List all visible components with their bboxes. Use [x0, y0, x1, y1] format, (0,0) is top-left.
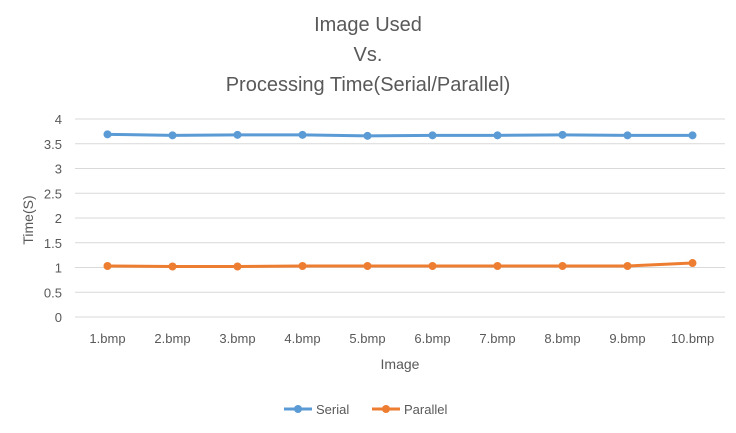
y-tick-label: 2.5 [44, 186, 62, 201]
legend-marker-serial [294, 405, 302, 413]
chart-title-line-3: Processing Time(Serial/Parallel) [225, 74, 511, 96]
series-line-parallel [106, 261, 694, 269]
y-tick-labels: 0 0.5 1 1.5 2 2.5 3 3.5 4 [44, 112, 62, 325]
x-tick-label: 7.bmp [479, 331, 515, 346]
legend-label-parallel: Parallel [404, 402, 447, 417]
data-point-serial [623, 131, 632, 140]
y-tick-label: 1 [55, 261, 62, 276]
y-tick-label: 1.5 [44, 236, 62, 251]
x-tick-label: 8.bmp [544, 331, 580, 346]
data-point-parallel [103, 262, 112, 271]
data-point-serial [233, 130, 242, 139]
x-tick-labels: 1.bmp 2.bmp 3.bmp 4.bmp 5.bmp 6.bmp 7.bmp 8.bmp… [89, 331, 714, 346]
data-point-serial [168, 131, 177, 140]
data-point-serial [298, 130, 307, 139]
chart-title-line-2: Vs. [353, 44, 383, 66]
legend: Serial Parallel [284, 402, 447, 417]
x-tick-label: 2.bmp [154, 331, 190, 346]
y-tick-label: 2 [55, 211, 62, 226]
x-tick-label: 3.bmp [219, 331, 255, 346]
data-point-serial [363, 131, 372, 140]
y-axis-title: Time(S) [20, 195, 36, 244]
data-point-parallel [688, 259, 697, 268]
x-axis-title: Image [381, 356, 420, 372]
data-point-parallel [623, 262, 632, 271]
x-tick-label: 9.bmp [609, 331, 645, 346]
series-group [103, 130, 697, 271]
data-point-parallel [493, 262, 502, 271]
data-point-serial [688, 131, 697, 140]
x-tick-label: 5.bmp [349, 331, 385, 346]
y-tick-label: 4 [55, 112, 62, 127]
legend-marker-parallel [382, 405, 390, 413]
chart-title-line-1: Image Used [314, 14, 422, 36]
data-point-serial [103, 130, 112, 139]
chart-title: Image Used Vs. Processing Time(Serial/Pa… [0, 10, 736, 100]
y-tick-label: 0.5 [44, 285, 62, 300]
y-tick-label: 0 [55, 310, 62, 325]
data-point-parallel [233, 262, 242, 271]
y-tick-label: 3.5 [44, 137, 62, 152]
series-line-serial [106, 132, 694, 138]
data-point-parallel [558, 262, 567, 271]
y-tick-label: 3 [55, 162, 62, 177]
data-point-parallel [428, 262, 437, 271]
x-tick-label: 4.bmp [284, 331, 320, 346]
data-point-serial [493, 131, 502, 140]
data-point-parallel [363, 262, 372, 271]
x-tick-label: 10.bmp [671, 331, 714, 346]
data-point-serial [428, 131, 437, 140]
data-point-parallel [298, 262, 307, 271]
x-tick-label: 6.bmp [414, 331, 450, 346]
x-tick-label: 1.bmp [89, 331, 125, 346]
data-point-parallel [168, 262, 177, 271]
legend-label-serial: Serial [316, 402, 349, 417]
data-point-serial [558, 130, 567, 139]
gridlines [75, 118, 725, 318]
